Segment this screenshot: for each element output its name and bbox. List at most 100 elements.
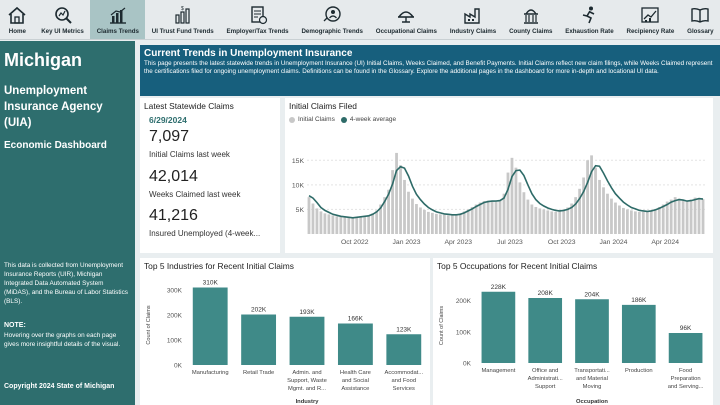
claims-bar (606, 193, 609, 234)
claims-bar (482, 201, 486, 234)
claims-bar (343, 217, 347, 234)
y-tick-label: 0K (463, 361, 472, 368)
data-label: 310K (203, 280, 219, 287)
claims-bar (419, 207, 422, 234)
claims-bar (307, 197, 311, 234)
nav-county-claims[interactable]: County Claims (503, 0, 559, 39)
x-tick-label: Mgmt. and R... (288, 386, 326, 392)
claims-bar (446, 215, 450, 234)
claims-bar (594, 167, 597, 234)
data-label: 193K (299, 309, 315, 316)
nav-demographic-trends[interactable]: Demographic Trends (295, 0, 369, 39)
nav-recipiency-rate[interactable]: Recipiency Rate (620, 0, 681, 39)
claims-bar (681, 200, 685, 234)
claims-bar (689, 199, 693, 234)
claims-bar (514, 167, 518, 234)
legend-average-swatch (340, 116, 347, 123)
claims-bar (403, 179, 406, 234)
nav-key-ui-metrics[interactable]: Key UI Metrics (35, 0, 90, 39)
occupations-chart: 0K 100K 200K Count of Claims 228K Management 2… (439, 284, 704, 405)
category-bar (621, 304, 656, 363)
chart-title: Top 5 Occupations for Recent Initial Cla… (437, 261, 598, 271)
y-tick-label: 5K (296, 207, 305, 214)
book-icon (691, 7, 710, 23)
data-label: 123K (396, 326, 412, 333)
kpi-date: 6/29/2024 (149, 115, 187, 125)
claims-bar (653, 208, 657, 234)
y-axis-label: Count of Claims (146, 305, 152, 344)
claims-bar (661, 204, 665, 234)
claims-bar (562, 209, 566, 234)
chart-title: Initial Claims Filed (289, 101, 357, 111)
claims-bar (518, 182, 522, 234)
nav-label: Glossary (687, 28, 714, 35)
claims-bar (347, 217, 351, 234)
claims-bar (387, 189, 390, 234)
data-label: 96K (680, 325, 692, 332)
x-tick-label: Food (679, 368, 692, 374)
claims-bar (399, 165, 402, 234)
nav-label: Industry Claims (449, 28, 497, 35)
claims-bar (657, 206, 661, 234)
latest-claims-card: Latest Statewide Claims 6/29/2024 7,097 … (140, 98, 280, 253)
copyright: Copyright 2024 State of Michigan (4, 383, 115, 390)
nav-label: Employer/Tax Trends (226, 28, 289, 35)
page-description: This page presents the latest statewide … (144, 60, 713, 76)
page-title: Current Trends in Unemployment Insurance (144, 48, 353, 59)
legend-initial-claims-label: Initial Claims (298, 116, 335, 123)
claims-bar (677, 198, 681, 234)
magnifier-chart-icon (54, 7, 72, 24)
claims-bar (478, 202, 482, 234)
claims-bar (430, 212, 434, 234)
nav-claims-trends[interactable]: Claims Trends (90, 0, 146, 39)
occupations-chart-card[interactable]: Top 5 Occupations for Recent Initial Cla… (433, 258, 713, 405)
claims-bar (570, 203, 574, 234)
claims-bar (546, 210, 550, 234)
nav-home[interactable]: Home (0, 0, 35, 39)
x-tick-label: Production (625, 368, 653, 374)
x-tick-label: Management (481, 368, 515, 374)
chart-legend: Initial Claims 4-week average (289, 116, 396, 123)
capitol-building-icon (523, 9, 538, 24)
factory-icon (464, 8, 480, 24)
claims-bar (375, 210, 379, 234)
claims-bar (598, 179, 601, 234)
nav-glossary[interactable]: Glossary (681, 0, 720, 39)
nav-occupational-claims[interactable]: Occupational Claims (369, 0, 443, 39)
nav-employer-tax-trends[interactable]: Employer/Tax Trends (220, 0, 295, 39)
state-title: Michigan (4, 50, 83, 70)
nav-ui-trust-fund-trends[interactable]: $ UI Trust Fund Trends (145, 0, 220, 39)
x-tick-label: Apr 2024 (651, 239, 679, 246)
claims-bar (590, 155, 593, 234)
x-tick-label: Services (393, 386, 415, 392)
x-tick-label: Manufacturing (192, 370, 229, 376)
claims-bar (629, 210, 633, 234)
claims-bar (522, 192, 526, 234)
x-tick-label: Preparation (671, 376, 701, 382)
claims-bar (554, 211, 558, 234)
kpi-weeks-claimed-value: 42,014 (149, 168, 198, 185)
x-tick-label: Health Care (340, 370, 371, 376)
claims-bar (411, 198, 414, 234)
nav-label: Occupational Claims (375, 28, 438, 35)
claims-bar (474, 204, 478, 234)
y-tick-label: 200K (456, 298, 472, 305)
claims-bar (355, 217, 359, 234)
claims-bar (339, 216, 343, 234)
claims-bar (530, 204, 534, 234)
claims-bar (673, 197, 677, 234)
nav-industry-claims[interactable]: Industry Claims (443, 0, 502, 39)
claims-bar (371, 213, 375, 234)
nav-label: Demographic Trends (301, 28, 363, 35)
category-bar (337, 323, 373, 365)
initial-claims-chart-card[interactable]: Initial Claims Filed Initial Claims 4-we… (285, 98, 713, 253)
x-tick-label: Jul 2023 (497, 239, 523, 246)
average-line (308, 164, 704, 219)
x-tick-label: and Food (392, 378, 417, 384)
recipiency-chart-icon (641, 7, 660, 23)
industries-chart-card[interactable]: Top 5 Industries for Recent Initial Clai… (140, 258, 430, 405)
claims-bar (331, 215, 335, 234)
initial-claims-chart: 5K 10K 15K Oct 2022 Jan 2023 Apr 2023 Jul 2023… (292, 152, 705, 246)
nav-exhaustion-rate[interactable]: Exhaustion Rate (559, 0, 620, 39)
claims-bar (383, 197, 387, 234)
